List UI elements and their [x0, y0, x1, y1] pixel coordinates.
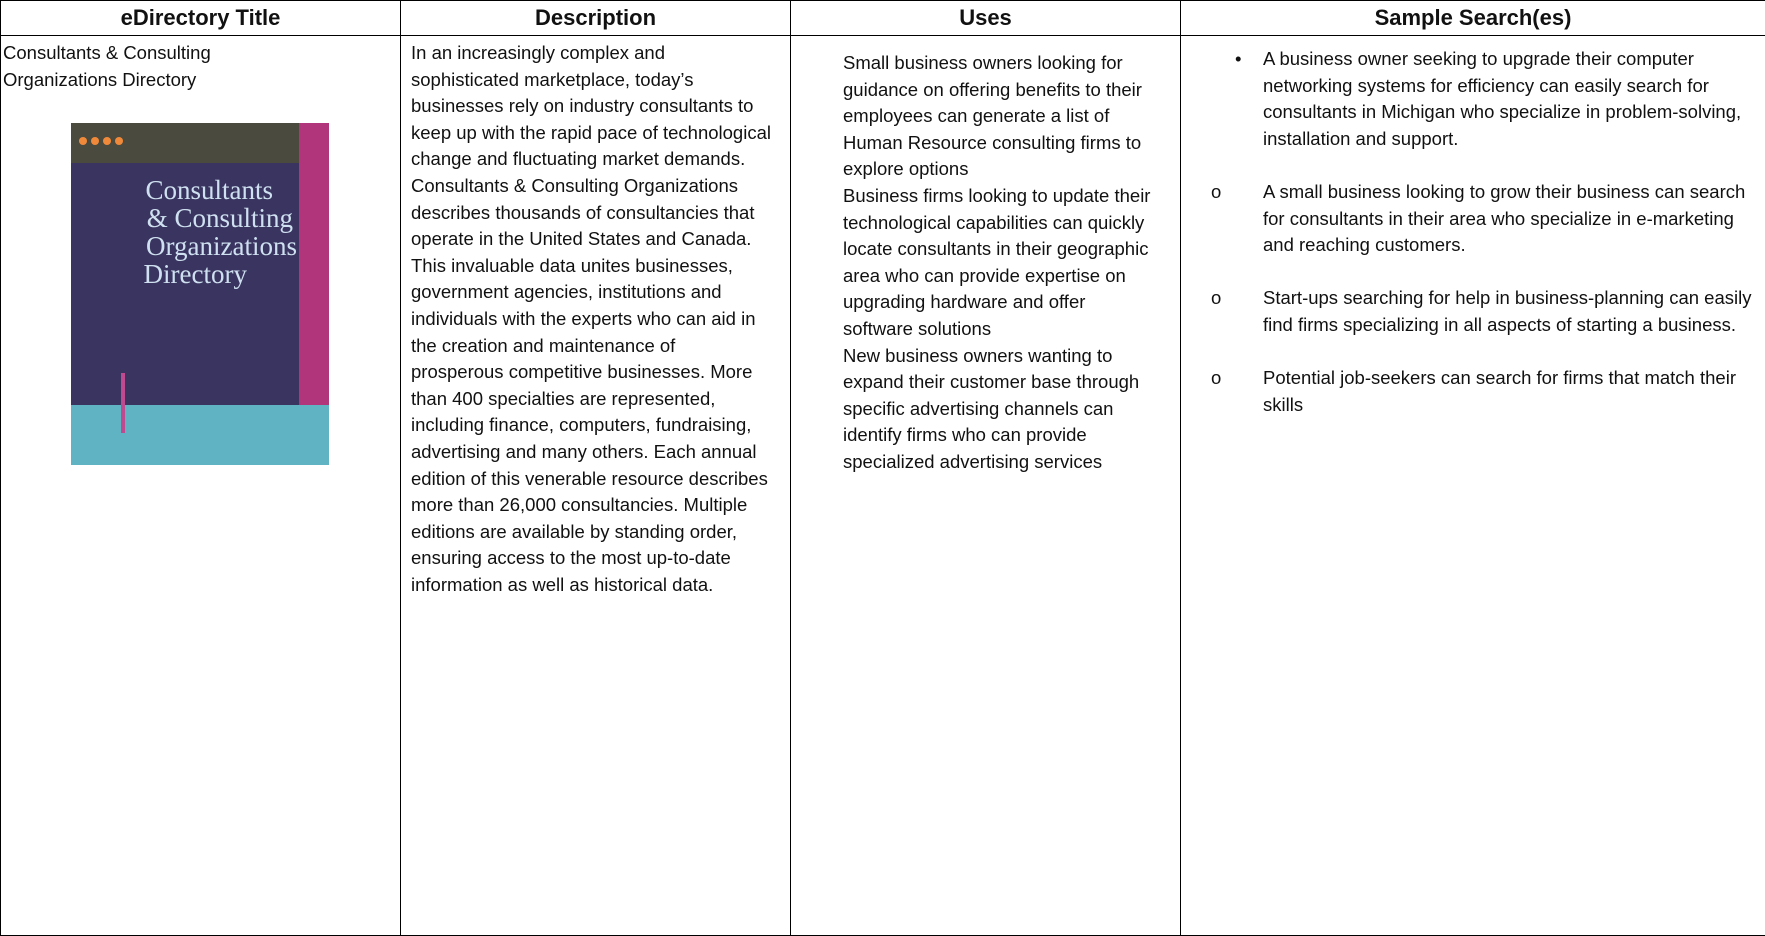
body-row: Consultants & Consulting Organizations D…: [0, 35, 1765, 936]
header-row: eDirectory Title Description Uses Sample…: [0, 0, 1765, 36]
sample-item: • A business owner seeking to upgrade the…: [1181, 46, 1761, 152]
header-cell: Sample Search(es): [1180, 0, 1765, 36]
use-item: New business owners wanting to expand th…: [843, 344, 1140, 472]
book-cover: Consultants & Consulting Organizations D…: [71, 123, 329, 466]
sample-text: Start-ups searching for help in business…: [1263, 287, 1752, 335]
cover-title-line: Directory: [144, 259, 248, 289]
directory-title: Consultants & Consulting Organizations D…: [3, 42, 211, 90]
header-cell: Uses: [790, 0, 1181, 36]
sample-text: Potential job-seekers can search for fir…: [1263, 367, 1736, 415]
sample-item: o Start-ups searching for help in busines…: [1181, 285, 1761, 338]
description-cell: In an increasingly complex and sophistic…: [400, 35, 791, 936]
sample-list: • A business owner seeking to upgrade the…: [1181, 46, 1761, 418]
header-cell: eDirectory Title: [0, 0, 401, 36]
sample-text: A business owner seeking to upgrade thei…: [1263, 48, 1742, 149]
sample-item: o Potential job-seekers can search for fi…: [1181, 365, 1761, 418]
sample-text: A small business looking to grow their b…: [1263, 180, 1746, 256]
title-cell: Consultants & Consulting Organizations D…: [0, 35, 401, 936]
use-item: Small business owners looking for guidan…: [843, 52, 1142, 180]
cover-title-line: Organizations: [146, 231, 297, 261]
samples-cell: • A business owner seeking to upgrade the…: [1180, 35, 1765, 936]
use-item: Business firms looking to update their t…: [843, 184, 1151, 339]
uses-cell: Small business owners looking for guidan…: [790, 35, 1181, 936]
cover-title-line: Consultants: [145, 175, 273, 205]
header-cell: Description: [400, 0, 791, 36]
cover-title-line: & Consulting: [147, 203, 293, 233]
